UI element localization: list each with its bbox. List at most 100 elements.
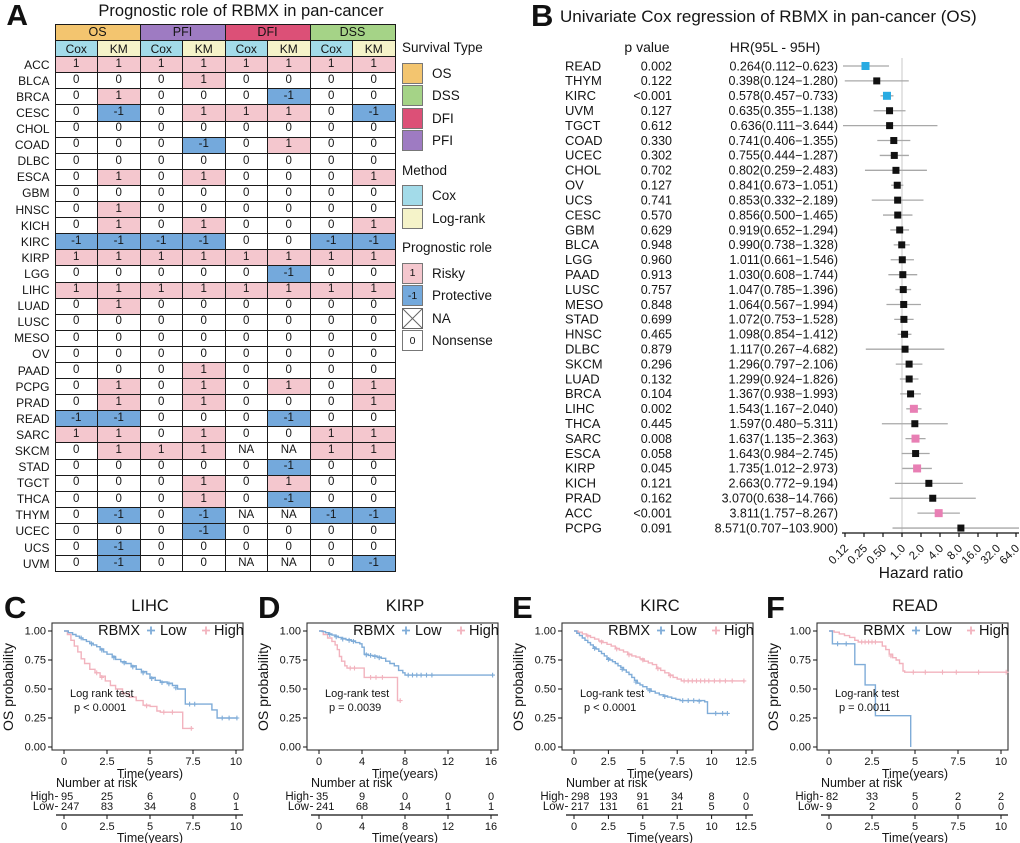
heatmap-cell: 0 (224, 233, 268, 251)
km-high-curve (829, 630, 1008, 673)
forest-hr-marker (907, 390, 915, 398)
heatmap-cell: 0 (267, 313, 311, 331)
forest-row-hr-ci: 0.264(0.112−0.623) (729, 59, 838, 73)
heatmap-cell: 1 (267, 249, 311, 267)
heatmap-cell: 1 (54, 426, 98, 444)
km-risk-title: Number at risk (311, 776, 393, 790)
legend-role-protective-label: Protective (432, 288, 493, 303)
forest-row-pvalue: 0.162 (641, 492, 672, 506)
km-stat-test-line2: p = 0.0039 (329, 702, 381, 714)
heatmap-cell: 0 (309, 555, 353, 573)
km-risk-value-low: 241 (316, 801, 334, 813)
heatmap-cell: 1 (267, 281, 311, 299)
forest-hr-marker (886, 122, 894, 130)
forest-row-hr-ci: 1.367(0.938−1.993) (729, 387, 838, 401)
heatmap-cell: 0 (182, 152, 226, 170)
forest-hr-marker (911, 434, 920, 443)
forest-row-hr-ci: 1.299(0.924−1.826) (729, 372, 838, 386)
forest-row-hr-ci: 0.636(0.111−3.644) (730, 119, 838, 133)
row-label-hnsc: HNSC (0, 201, 55, 218)
heatmap-cell: 1 (182, 426, 226, 444)
panel-label-f: F (766, 590, 785, 625)
km-x-tick-label: 10 (230, 756, 242, 768)
heatmap-cell: -1 (267, 88, 311, 106)
km-risk-axis-tick-label: 8 (402, 821, 408, 833)
heatmap-cell: 0 (139, 168, 183, 186)
forest-hr-marker (896, 226, 904, 234)
forest-row-hr-ci: 0.841(0.673−1.051) (729, 179, 838, 193)
km-risk-label-high: High (30, 791, 54, 803)
km-legend-low-label: Low (670, 623, 697, 639)
heatmap-cell: 1 (97, 281, 141, 299)
km-x-tick-label: 10 (705, 756, 717, 768)
heatmap-cell: 1 (224, 281, 268, 299)
heatmap-cell: 0 (224, 297, 268, 315)
forest-row-name: OV (565, 178, 584, 193)
forest-row-name: CESC (565, 207, 601, 222)
km-high-curve (574, 630, 745, 682)
heatmap-cell: 0 (267, 329, 311, 347)
km-legend-low-icon (147, 626, 155, 635)
heatmap-cell: 0 (224, 378, 268, 396)
heatmap-cell: 1 (97, 56, 141, 74)
forest-hr-marker (898, 256, 906, 264)
heatmap-cell: 0 (309, 104, 353, 122)
heatmap-cell: 0 (352, 297, 396, 315)
row-label-ucs: UCS (0, 539, 55, 556)
forest-row-hr-ci: 0.853(0.332−2.189) (729, 193, 838, 207)
forest-row-hr-ci: 0.919(0.652−1.294) (729, 223, 838, 237)
heatmap-cell: -1 (182, 233, 226, 251)
heatmap-cell: 1 (267, 104, 311, 122)
forest-row-name: CHOL (565, 163, 601, 178)
forest-row-name: PAAD (565, 267, 599, 282)
heatmap-cell: 0 (267, 184, 311, 203)
forest-hr-marker (934, 509, 943, 518)
heatmap-cell: 0 (267, 345, 311, 363)
km-risk-value-high: 34 (671, 791, 683, 803)
row-label-dlbc: DLBC (0, 153, 55, 170)
km-risk-value-high: 35 (316, 791, 328, 803)
heatmap-cell: 0 (54, 378, 98, 396)
heatmap-cell: 0 (309, 184, 353, 203)
legend-survival-pfi: PFI (402, 130, 527, 151)
km-risk-label-high: High (285, 791, 309, 803)
heatmap-cell: 1 (182, 361, 226, 380)
col-method-km: KM (352, 40, 396, 58)
km-low-censor-marks (327, 632, 495, 678)
km-risk-value-low: 1 (233, 801, 239, 813)
forest-row-hr-ci: 0.741(0.406−1.355) (729, 134, 838, 148)
forest-row-pvalue: 0.045 (641, 462, 672, 476)
heatmap-cell: -1 (267, 490, 311, 508)
km-x-tick-label: 0 (571, 756, 577, 768)
heatmap-cell: NA (224, 555, 268, 573)
km-risk-value-high: 0 (488, 791, 494, 803)
forest-row-name: READ (565, 58, 601, 73)
forest-row-hr-ci: 1.098(0.854−1.412) (729, 328, 838, 342)
forest-row-pvalue: 0.741 (641, 193, 672, 207)
km-y-tick-label: 1.00 (280, 626, 301, 638)
heatmap-cell: 1 (267, 56, 311, 74)
heatmap-cell: 0 (309, 120, 353, 138)
forest-row-name: UVM (565, 103, 594, 118)
km-risk-value-high: 25 (101, 791, 113, 803)
heatmap-cell: 0 (139, 152, 183, 170)
forest-row-pvalue: 0.612 (641, 119, 672, 133)
forest-row-pvalue: 0.465 (641, 328, 672, 342)
km-x-axis-label: Time(years) (372, 767, 438, 781)
heatmap-cell: 0 (352, 522, 396, 541)
km-stat-test-line1: Log-rank test (325, 688, 389, 700)
forest-row-name: LUSC (565, 282, 600, 297)
heatmap-cell: 1 (139, 442, 183, 460)
km-y-tick-label: 1.00 (25, 626, 46, 638)
km-risk-axis-tick-label: 16 (485, 821, 497, 833)
forest-row-hr-ci: 1.117(0.267−4.682) (729, 342, 838, 356)
heatmap-cell: 0 (54, 490, 98, 508)
heatmap-cell: 0 (139, 394, 183, 412)
forest-row-pvalue: 0.091 (641, 521, 672, 535)
heatmap-cell: 0 (54, 313, 98, 331)
heatmap-cell: 0 (97, 152, 141, 170)
km-y-tick-label: 0.25 (790, 713, 811, 725)
row-label-skcm: SKCM (0, 442, 55, 460)
km-legend-high-icon (967, 626, 975, 635)
row-label-brca: BRCA (0, 88, 55, 105)
